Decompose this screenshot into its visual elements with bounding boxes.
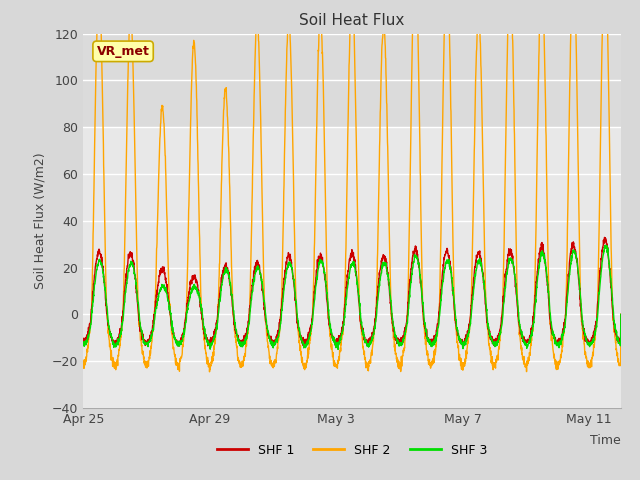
SHF 2 bbox=[504, 57, 511, 63]
SHF 3 bbox=[617, 312, 625, 317]
SHF 1 bbox=[503, 261, 511, 266]
SHF 1 bbox=[188, 276, 196, 282]
SHF 1 bbox=[334, 345, 342, 350]
SHF 1 bbox=[122, 279, 129, 285]
SHF 2 bbox=[205, 369, 213, 375]
Title: Soil Heat Flux: Soil Heat Flux bbox=[300, 13, 404, 28]
SHF 2 bbox=[122, 206, 129, 212]
X-axis label: Time: Time bbox=[590, 434, 621, 447]
SHF 3 bbox=[188, 286, 196, 292]
SHF 1 bbox=[601, 235, 609, 240]
SHF 2 bbox=[79, 358, 87, 363]
SHF 3 bbox=[79, 341, 87, 347]
Line: SHF 2: SHF 2 bbox=[83, 0, 621, 372]
SHF 2 bbox=[375, 185, 383, 191]
SHF 2 bbox=[195, 222, 203, 228]
SHF 2 bbox=[188, 65, 196, 71]
SHF 3 bbox=[122, 289, 129, 295]
SHF 1 bbox=[195, 293, 203, 299]
Text: VR_met: VR_met bbox=[97, 45, 150, 58]
SHF 2 bbox=[617, 312, 625, 317]
Legend: SHF 1, SHF 2, SHF 3: SHF 1, SHF 2, SHF 3 bbox=[212, 439, 492, 462]
SHF 1 bbox=[617, 312, 625, 317]
SHF 3 bbox=[601, 242, 609, 248]
Line: SHF 1: SHF 1 bbox=[83, 238, 621, 348]
SHF 1 bbox=[79, 336, 87, 342]
Line: SHF 3: SHF 3 bbox=[83, 245, 621, 349]
SHF 1 bbox=[375, 276, 383, 281]
SHF 3 bbox=[195, 295, 203, 300]
Y-axis label: Soil Heat Flux (W/m2): Soil Heat Flux (W/m2) bbox=[33, 153, 47, 289]
SHF 3 bbox=[241, 341, 248, 347]
SHF 3 bbox=[375, 288, 383, 293]
SHF 3 bbox=[503, 271, 511, 277]
SHF 3 bbox=[334, 347, 342, 352]
Bar bbox=[83, 34, 621, 127]
SHF 1 bbox=[241, 333, 248, 339]
SHF 2 bbox=[241, 351, 249, 357]
